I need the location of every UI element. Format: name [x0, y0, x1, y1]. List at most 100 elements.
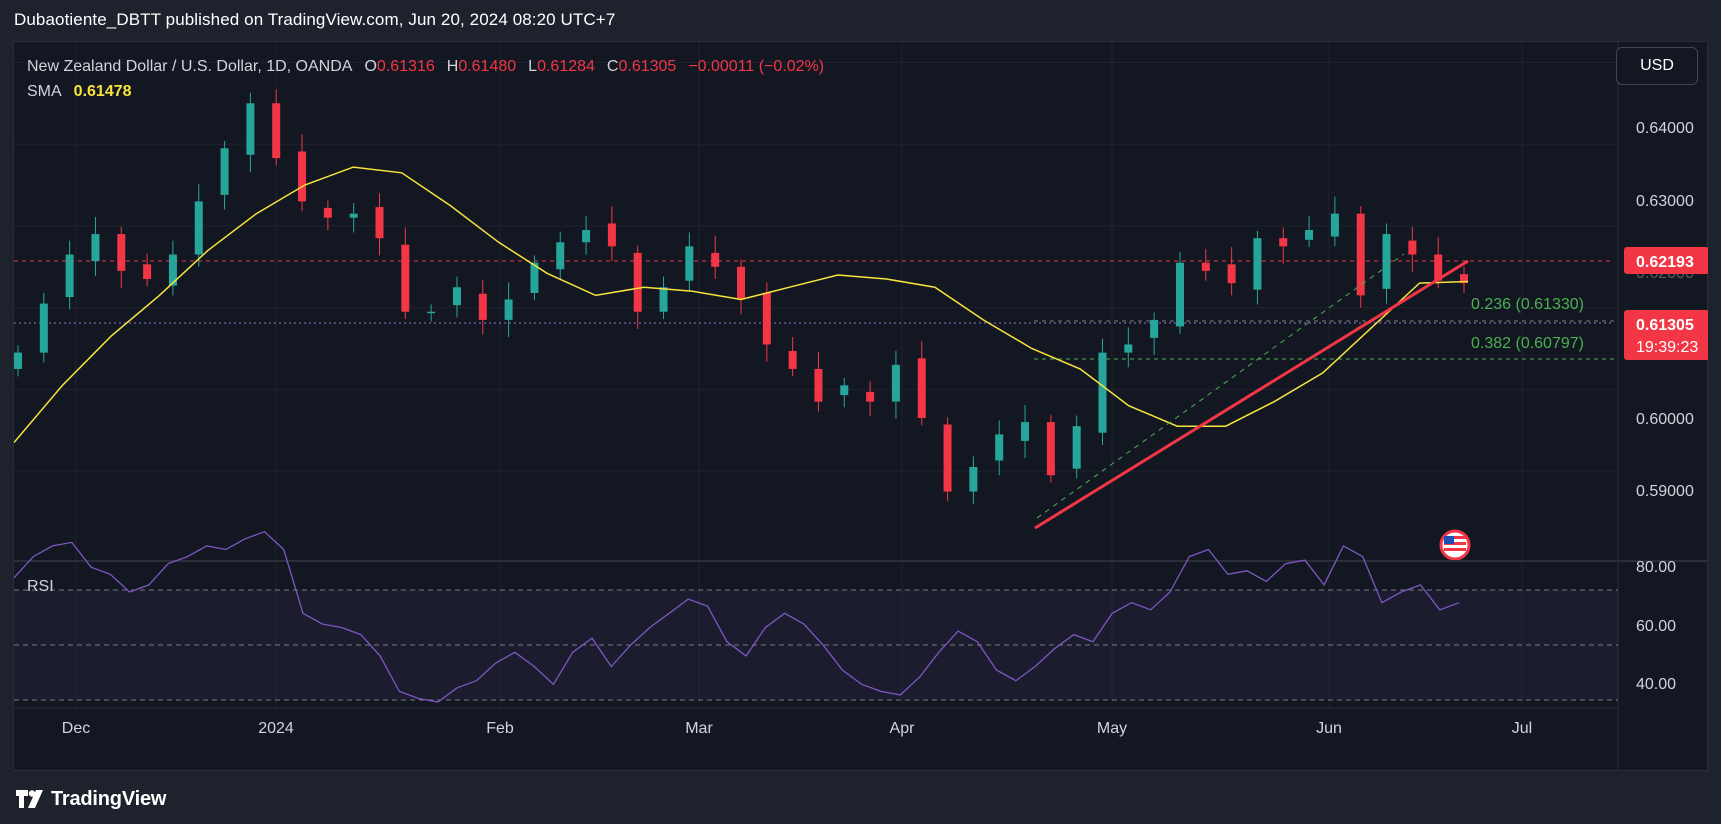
- rsi-tick-0: 80.00: [1636, 559, 1676, 576]
- candle-body: [1330, 213, 1339, 237]
- candle-body: [1356, 213, 1365, 296]
- candle-body: [478, 293, 487, 320]
- candle-body: [1382, 234, 1391, 289]
- candle-body: [117, 234, 126, 271]
- candle-body: [840, 385, 849, 396]
- candle-body: [866, 391, 875, 402]
- change-value: −0.00011 (−0.02%): [688, 57, 825, 75]
- low-label: L: [528, 57, 538, 75]
- candle-body: [168, 254, 177, 286]
- candle-body: [14, 352, 22, 369]
- sma-line: [14, 166, 1469, 443]
- sma-label[interactable]: SMA: [27, 82, 62, 100]
- candle-body: [607, 223, 616, 247]
- candle-body: [1098, 352, 1107, 433]
- y-tick-3: 0.59000: [1636, 483, 1694, 500]
- candle-body: [349, 213, 358, 218]
- candle-body: [298, 151, 307, 202]
- candle-body: [91, 234, 100, 262]
- candle-body: [246, 103, 255, 155]
- candle-body: [452, 287, 461, 306]
- high-label: H: [446, 57, 459, 75]
- candle-body: [943, 424, 952, 492]
- y-tick-0: 0.64000: [1636, 120, 1694, 137]
- candle-body: [220, 148, 229, 195]
- candle-body: [1460, 274, 1468, 284]
- x-tick-label: May: [1097, 720, 1127, 737]
- chart-frame: [13, 41, 1708, 771]
- candle-body: [633, 252, 642, 312]
- candle-body: [1408, 240, 1417, 255]
- fib-label-382: 0.382 (0.60797): [1471, 335, 1584, 352]
- candle-body: [194, 201, 203, 255]
- price-chart[interactable]: 0.236 (0.61330) 0.382 (0.60797) 0.64000 …: [14, 42, 1708, 770]
- candle-body: [685, 246, 694, 281]
- candle-body: [1227, 264, 1236, 284]
- candle-body: [917, 358, 926, 418]
- high-value: 0.61480: [458, 57, 517, 75]
- candle-body: [427, 311, 436, 314]
- candle-body: [556, 242, 565, 270]
- x-tick-label: Feb: [486, 720, 514, 737]
- rsi-tick-2: 40.00: [1636, 676, 1676, 693]
- us-flag-icon[interactable]: [1439, 529, 1471, 561]
- candle-body: [737, 266, 745, 300]
- close-label: C: [606, 57, 619, 75]
- candle-body: [891, 364, 900, 402]
- symbol-title[interactable]: New Zealand Dollar / U.S. Dollar, 1D, OA…: [27, 57, 353, 75]
- fib-label-236: 0.236 (0.61330): [1471, 296, 1584, 313]
- candle-body: [1021, 422, 1030, 441]
- tradingview-logo-icon: [16, 790, 43, 808]
- x-tick-label: 2024: [258, 720, 294, 737]
- candle-body: [814, 368, 823, 402]
- low-value: 0.61284: [537, 57, 595, 75]
- resistance-badge: [1624, 247, 1708, 274]
- candle-body: [1072, 426, 1081, 469]
- rsi-tick-1: 60.00: [1636, 618, 1676, 635]
- candle-body: [788, 350, 797, 369]
- candle-body: [1279, 238, 1288, 247]
- candle-body: [762, 292, 771, 345]
- countdown-label: 19:39:23: [1636, 339, 1698, 356]
- candle-body: [143, 264, 152, 280]
- open-label: O: [364, 57, 377, 75]
- grid: [14, 42, 1618, 708]
- current-price-badge: [1624, 310, 1708, 360]
- candle-body: [1150, 319, 1159, 338]
- brand-name: TradingView: [51, 787, 167, 810]
- y-tick-2: 0.60000: [1636, 411, 1694, 428]
- resistance-badge-label: 0.62193: [1636, 254, 1694, 271]
- candle-body: [65, 254, 74, 298]
- candle-body: [504, 299, 513, 320]
- y-tick-1: 0.63000: [1636, 193, 1694, 210]
- candle-body: [401, 244, 410, 312]
- chart-legend: New Zealand Dollar / U.S. Dollar, 1D, OA…: [27, 54, 824, 104]
- candle-body: [530, 262, 539, 293]
- rsi-line: [14, 530, 1460, 703]
- candle-body: [1124, 344, 1133, 353]
- candle-body: [969, 467, 978, 492]
- open-value: 0.61316: [376, 57, 435, 75]
- candle-body: [1305, 230, 1314, 240]
- x-tick-label: Apr: [890, 720, 916, 737]
- publisher-header: Dubaotiente_DBTT published on TradingVie…: [14, 10, 616, 29]
- candle-body: [1175, 262, 1184, 327]
- sma-value: 0.61478: [73, 82, 132, 100]
- candle-body: [375, 207, 384, 239]
- time-axis: Dec 2024 Feb Mar Apr May Jun Jul: [62, 720, 1532, 737]
- candle-body: [1201, 262, 1210, 271]
- rsi-label[interactable]: RSI: [27, 578, 54, 595]
- candle-body: [1434, 254, 1443, 281]
- candle-body: [272, 103, 281, 159]
- x-tick-label: Mar: [685, 720, 713, 737]
- currency-button[interactable]: USD: [1616, 47, 1698, 85]
- candle-body: [1253, 238, 1262, 290]
- candle-body: [323, 207, 332, 218]
- x-tick-label: Jun: [1316, 720, 1342, 737]
- trendline-upper-dashed: [1036, 253, 1405, 519]
- tradingview-footer[interactable]: TradingView: [15, 786, 166, 812]
- close-value: 0.61305: [618, 57, 677, 75]
- candle-body: [39, 303, 48, 353]
- candle-body: [659, 287, 668, 312]
- current-price-label: 0.61305: [1636, 317, 1694, 334]
